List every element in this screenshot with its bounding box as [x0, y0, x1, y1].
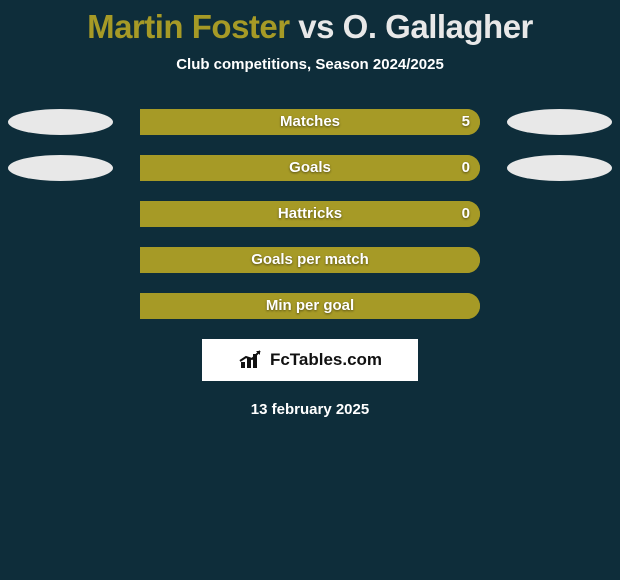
- player1-oval: [8, 155, 113, 181]
- stat-bar: Goals per match: [140, 247, 480, 273]
- player2-name: O. Gallagher: [343, 8, 533, 45]
- stat-row: Goals per match: [10, 247, 610, 273]
- vs-text: vs: [290, 8, 343, 45]
- player2-oval: [507, 155, 612, 181]
- stats-area: Matches5 Goals0 Hattricks0 Goals per match M…: [0, 109, 620, 319]
- attribution-badge: FcTables.com: [202, 339, 418, 381]
- stat-row: Goals0: [10, 155, 610, 181]
- stat-row: Hattricks0: [10, 201, 610, 227]
- footer-date: 13 february 2025: [0, 401, 620, 418]
- p2-fill: [140, 247, 480, 273]
- player1-name: Martin Foster: [87, 8, 290, 45]
- stat-bar: Min per goal: [140, 293, 480, 319]
- player2-oval: [507, 109, 612, 135]
- chart-icon: [238, 349, 264, 371]
- p2-fill: [140, 201, 480, 227]
- stat-bar: Hattricks0: [140, 201, 480, 227]
- player1-oval: [8, 109, 113, 135]
- stat-row: Matches5: [10, 109, 610, 135]
- stat-bar: Goals0: [140, 155, 480, 181]
- p2-fill: [140, 109, 480, 135]
- p2-fill: [140, 293, 480, 319]
- stat-row: Min per goal: [10, 293, 610, 319]
- stat-bar: Matches5: [140, 109, 480, 135]
- subtitle: Club competitions, Season 2024/2025: [0, 56, 620, 73]
- page-title: Martin Foster vs O. Gallagher: [0, 0, 620, 46]
- attribution-text: FcTables.com: [270, 350, 382, 370]
- p2-fill: [140, 155, 480, 181]
